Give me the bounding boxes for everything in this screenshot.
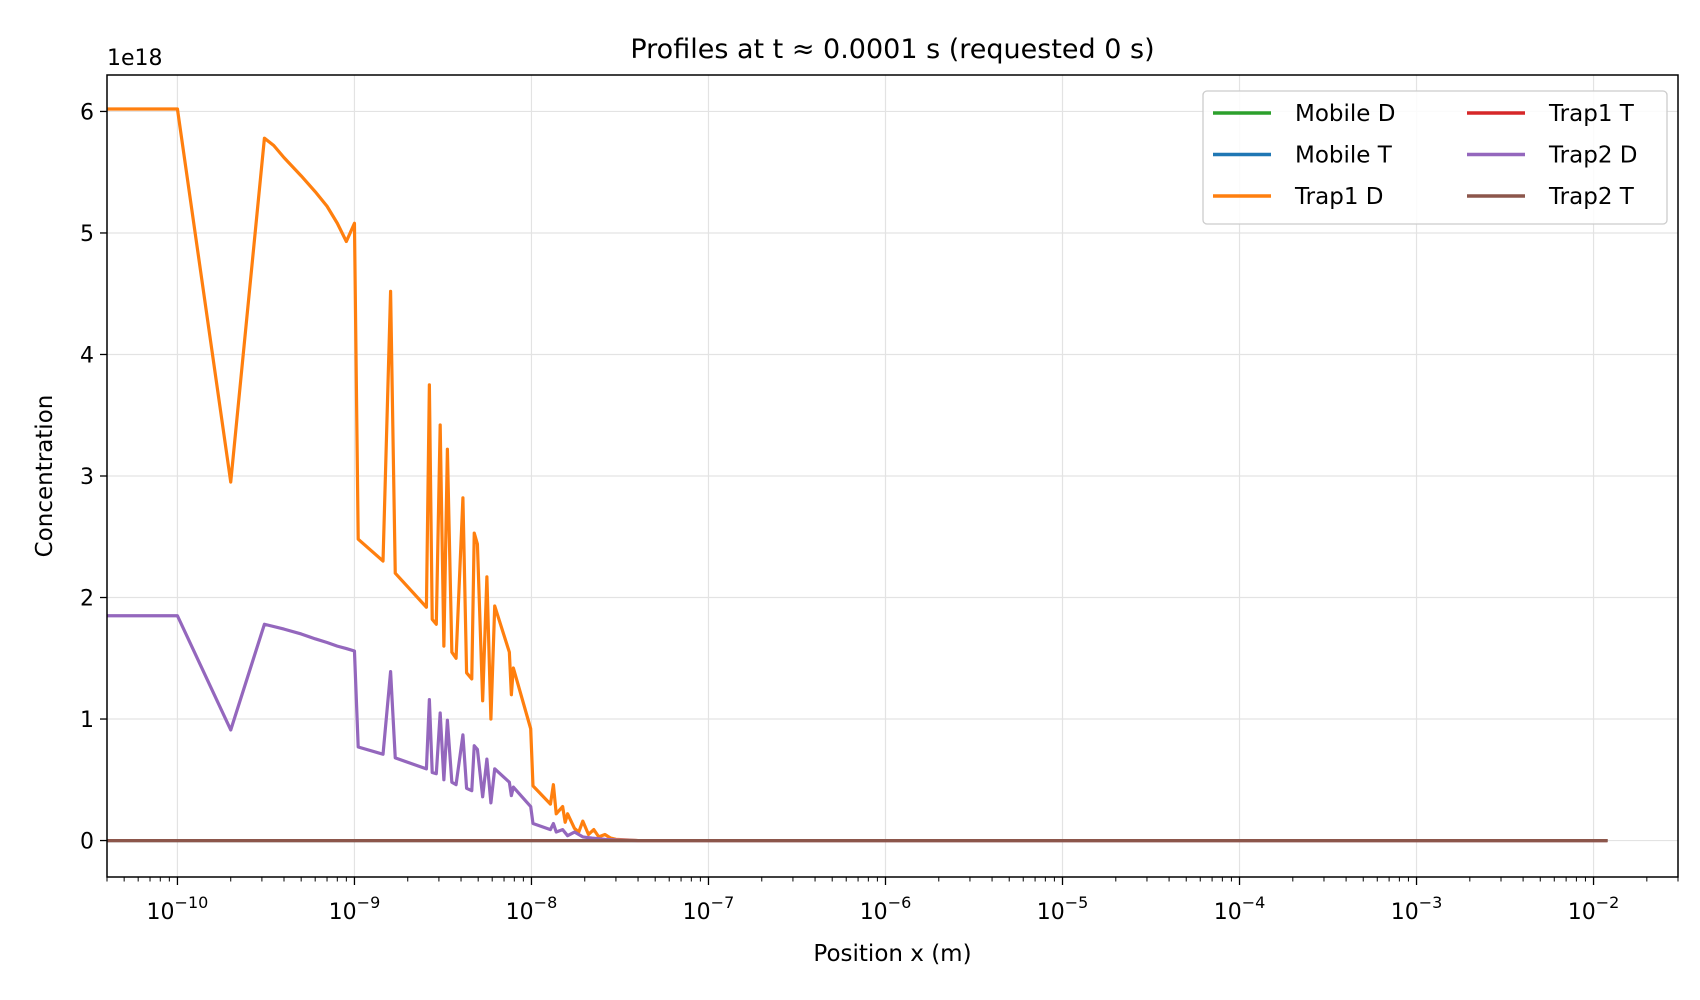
x-tick-label: 10−8: [506, 893, 558, 925]
legend-label: Trap1 T: [1548, 101, 1635, 127]
legend-label: Trap1 D: [1294, 184, 1383, 210]
x-tick-base: 10: [147, 900, 175, 925]
x-tick-base: 10: [1037, 900, 1065, 925]
x-tick-label: 10−2: [1568, 893, 1620, 925]
legend-label: Trap2 D: [1548, 143, 1637, 169]
x-tick-exponent: −7: [711, 893, 735, 912]
x-tick-label: 10−10: [147, 893, 209, 925]
series-line-trap2-d: [107, 614, 1608, 843]
grid: [107, 75, 1678, 877]
x-tick-base: 10: [1214, 900, 1242, 925]
x-tick-exponent: −8: [534, 893, 558, 912]
x-tick-base: 10: [1391, 900, 1419, 925]
y-tick-label: 6: [80, 100, 94, 125]
legend-label: Mobile T: [1295, 143, 1393, 169]
x-tick-base: 10: [860, 900, 888, 925]
legend-label: Trap2 T: [1548, 184, 1635, 210]
x-tick-exponent: −9: [357, 893, 381, 912]
y-axis-title: Concentration: [32, 395, 58, 558]
legend-box: [1202, 90, 1668, 225]
y-tick-label: 0: [80, 830, 94, 855]
y-tick-label: 4: [80, 343, 94, 368]
y-tick-label: 1: [80, 708, 94, 733]
x-tick-label: 10−4: [1214, 893, 1266, 925]
x-tick-exponent: −5: [1065, 893, 1089, 912]
x-tick-exponent: −3: [1419, 893, 1443, 912]
x-tick-label: 10−6: [860, 893, 912, 925]
x-axis-title: Position x (m): [813, 941, 971, 967]
x-tick-exponent: −10: [175, 893, 209, 912]
x-tick-label: 10−5: [1037, 893, 1089, 925]
x-tick-base: 10: [506, 900, 534, 925]
x-tick-label: 10−9: [329, 893, 381, 925]
series-line-trap1-d: [107, 107, 1608, 843]
chart-title: Profiles at t ≈ 0.0001 s (requested 0 s): [630, 34, 1154, 65]
x-tick-base: 10: [1568, 900, 1596, 925]
x-tick-exponent: −2: [1596, 893, 1620, 912]
y-tick-label: 3: [80, 465, 94, 490]
y-offset-label: 1e18: [107, 46, 163, 71]
x-tick-label: 10−3: [1391, 893, 1443, 925]
x-tick-exponent: −6: [888, 893, 912, 912]
legend: Mobile D Mobile T Trap1 D Trap1 T Trap2 D Tra…: [1202, 90, 1668, 225]
y-tick-label: 5: [80, 222, 94, 247]
x-tick-base: 10: [329, 900, 357, 925]
y-tick-label: 2: [80, 587, 94, 612]
series-lines: [107, 107, 1608, 843]
legend-label: Mobile D: [1295, 101, 1395, 127]
x-tick-label: 10−7: [683, 893, 735, 925]
x-tick-exponent: −4: [1242, 893, 1266, 912]
x-tick-base: 10: [683, 900, 711, 925]
